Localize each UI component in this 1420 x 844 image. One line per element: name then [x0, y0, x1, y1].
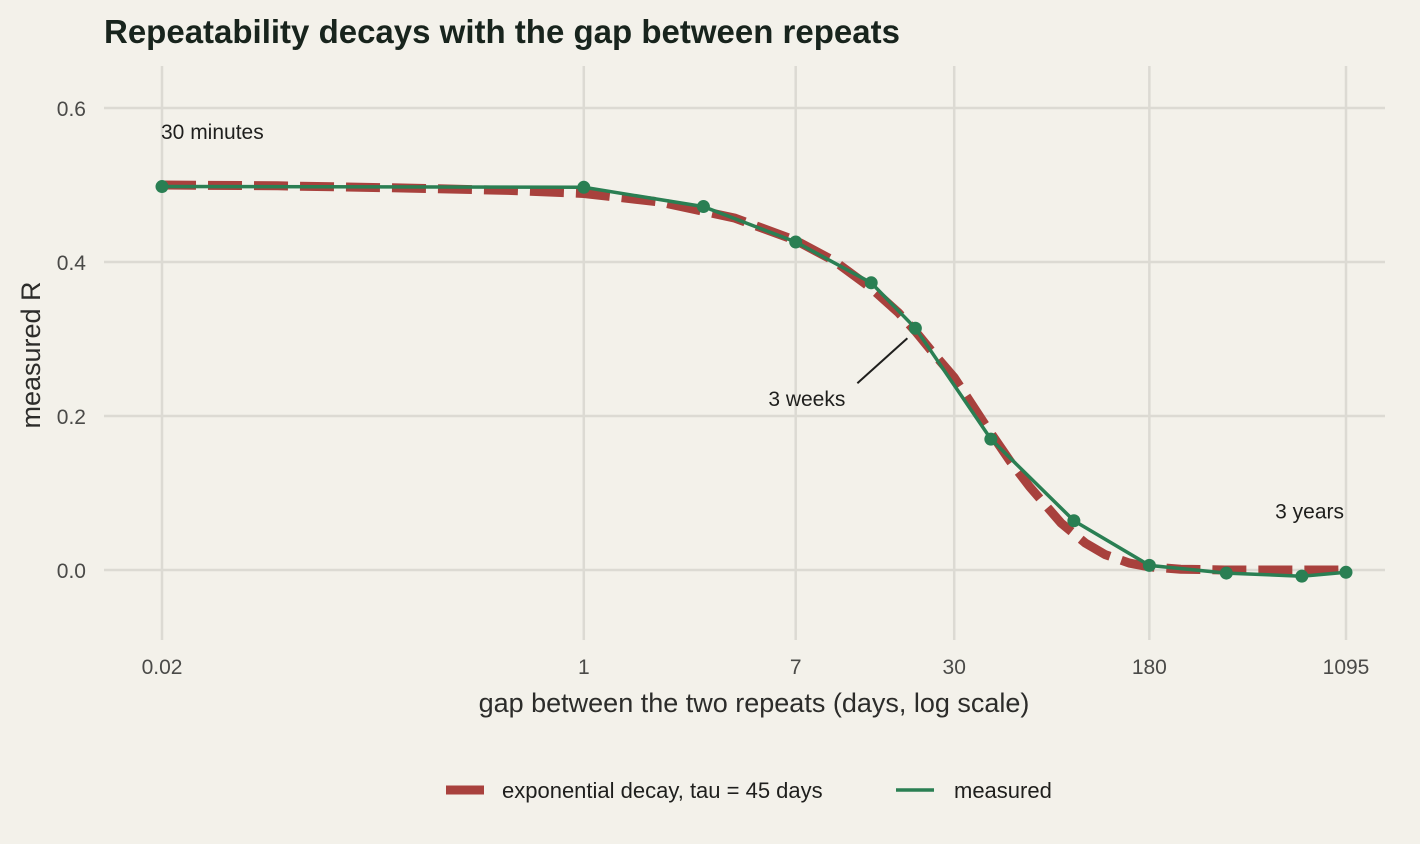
- data-point-measured: [577, 180, 591, 194]
- y-tick-label: 0.4: [57, 252, 87, 275]
- y-tick-label: 0.2: [57, 406, 86, 429]
- data-point-measured: [908, 321, 922, 335]
- data-point-measured: [1295, 569, 1309, 583]
- x-tick-label: 7: [790, 656, 802, 679]
- annotation-leader-line: [856, 337, 909, 384]
- annotation-label: 3 weeks: [768, 388, 845, 411]
- x-axis-title: gap between the two repeats (days, log s…: [479, 688, 1030, 718]
- x-tick-label: 1095: [1323, 656, 1370, 679]
- chart-title: Repeatability decays with the gap betwee…: [104, 13, 900, 50]
- y-tick-label: 0.0: [57, 560, 86, 583]
- series-line-exponential-fit: [161, 180, 1346, 575]
- data-point-measured: [1339, 565, 1353, 579]
- y-axis-title: measured R: [16, 281, 46, 428]
- x-tick-label: 180: [1132, 656, 1167, 679]
- data-point-measured: [1067, 514, 1081, 528]
- x-tick-label: 30: [943, 656, 966, 679]
- grid: [104, 66, 1385, 640]
- legend-label: measured: [954, 778, 1052, 803]
- annotations: 30 minutes 3 weeks 3 years: [161, 121, 1344, 523]
- data-point-measured: [789, 235, 803, 249]
- y-tick-label: 0.6: [57, 98, 86, 121]
- annotation-label: 3 years: [1275, 500, 1344, 523]
- legend-label: exponential decay, tau = 45 days: [502, 778, 823, 803]
- x-tick-label: 0.02: [142, 656, 183, 679]
- tick-labels: 0.0 0.2 0.4 0.6 0.02 1 7 30 180 1095: [57, 98, 1370, 679]
- data-point-measured: [864, 276, 878, 290]
- annotation-label: 30 minutes: [161, 121, 264, 144]
- data-point-measured: [155, 180, 169, 194]
- data-point-measured: [1219, 566, 1233, 580]
- series-layer: [155, 180, 1353, 583]
- series-line-measured: [161, 184, 1347, 578]
- data-point-measured: [984, 432, 998, 446]
- data-point-measured: [1142, 558, 1156, 572]
- data-point-measured: [696, 200, 710, 214]
- legend: exponential decay, tau = 45 days measured: [446, 778, 1052, 803]
- x-tick-label: 1: [578, 656, 590, 679]
